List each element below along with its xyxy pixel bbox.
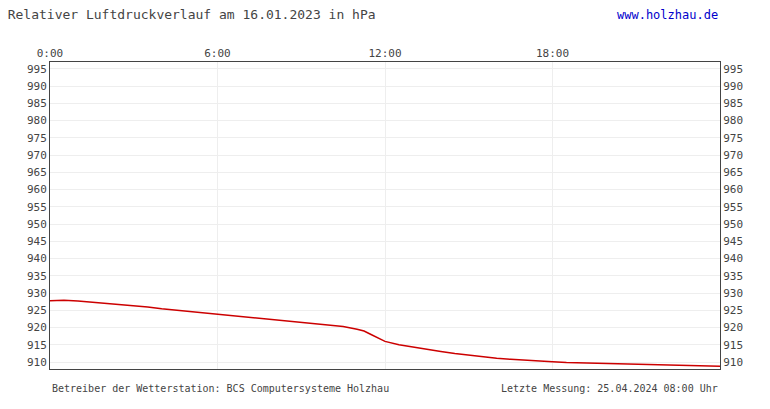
svg-text:980: 980 [27, 114, 47, 127]
svg-text:995: 995 [27, 63, 47, 76]
svg-text:920: 920 [723, 321, 743, 334]
svg-text:940: 940 [723, 252, 743, 265]
svg-text:Betreiber der Wetterstation: B: Betreiber der Wetterstation: BCS Compute… [52, 383, 389, 394]
svg-text:990: 990 [27, 80, 47, 93]
svg-text:970: 970 [723, 149, 743, 162]
svg-text:12:00: 12:00 [368, 47, 401, 60]
svg-text:0:00: 0:00 [37, 47, 64, 60]
svg-text:950: 950 [723, 218, 743, 231]
svg-text:910: 910 [27, 356, 47, 369]
svg-text:955: 955 [723, 201, 743, 214]
svg-text:980: 980 [723, 114, 743, 127]
svg-text:950: 950 [27, 218, 47, 231]
svg-text:975: 975 [27, 132, 47, 145]
svg-text:935: 935 [27, 270, 47, 283]
svg-text:965: 965 [27, 166, 47, 179]
svg-text:www.holzhau.de: www.holzhau.de [617, 8, 718, 22]
svg-text:955: 955 [27, 201, 47, 214]
svg-text:915: 915 [27, 339, 47, 352]
svg-text:995: 995 [723, 63, 743, 76]
svg-text:965: 965 [723, 166, 743, 179]
svg-text:930: 930 [723, 287, 743, 300]
svg-text:930: 930 [27, 287, 47, 300]
svg-text:960: 960 [27, 183, 47, 196]
svg-text:960: 960 [723, 183, 743, 196]
svg-text:925: 925 [27, 304, 47, 317]
svg-text:6:00: 6:00 [204, 47, 231, 60]
svg-text:970: 970 [27, 149, 47, 162]
svg-text:910: 910 [723, 356, 743, 369]
svg-text:18:00: 18:00 [536, 47, 569, 60]
svg-text:990: 990 [723, 80, 743, 93]
svg-text:Relativer Luftdruckverlauf am: Relativer Luftdruckverlauf am 16.01.2023… [8, 7, 376, 22]
svg-text:915: 915 [723, 339, 743, 352]
svg-text:Letzte Messung: 25.04.2024 08:: Letzte Messung: 25.04.2024 08:00 Uhr [501, 383, 718, 394]
svg-text:985: 985 [723, 97, 743, 110]
svg-text:975: 975 [723, 132, 743, 145]
svg-text:935: 935 [723, 270, 743, 283]
svg-text:985: 985 [27, 97, 47, 110]
svg-text:925: 925 [723, 304, 743, 317]
svg-text:940: 940 [27, 252, 47, 265]
svg-text:945: 945 [723, 235, 743, 248]
svg-text:945: 945 [27, 235, 47, 248]
svg-text:920: 920 [27, 321, 47, 334]
